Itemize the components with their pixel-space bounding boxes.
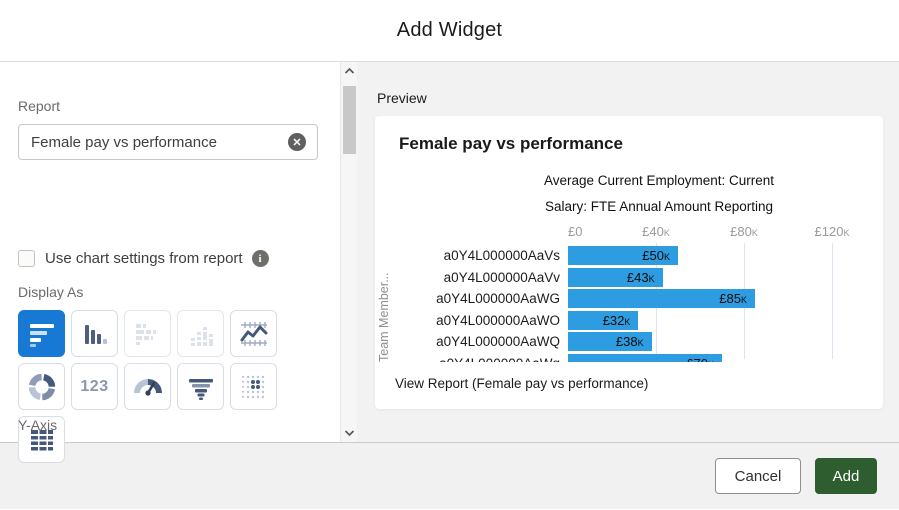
x-axis-tick-label: £80k xyxy=(730,224,758,239)
chart-type-funnel[interactable] xyxy=(177,363,224,410)
category-label: a0Y4L000000AaVs xyxy=(443,248,560,263)
chart-type-table[interactable] xyxy=(18,416,65,463)
funnel-icon xyxy=(188,378,213,400)
chart-type-scatter[interactable] xyxy=(230,363,277,410)
dialog-header: Add Widget xyxy=(0,0,899,62)
use-chart-settings-label: Use chart settings from report xyxy=(45,250,243,267)
left-pane-scrollbar[interactable] xyxy=(340,62,357,442)
category-label: a0Y4L000000AaVv xyxy=(443,269,560,285)
x-axis-tick-label: £40k xyxy=(642,224,670,239)
horizontal-bar-icon xyxy=(29,323,54,347)
chart-subtitle-line-1: Average Current Employment: Current xyxy=(543,173,775,188)
preview-label: Preview xyxy=(377,90,427,106)
x-axis-tick-label: £120k xyxy=(814,224,850,239)
chart-type-stacked-vertical-bar[interactable] xyxy=(177,310,224,357)
bar-value-label: £32k xyxy=(602,312,631,328)
chart-type-line[interactable] xyxy=(230,310,277,357)
bar: £43k xyxy=(568,267,663,287)
scatter-plot-icon xyxy=(241,375,264,398)
bar-value-label: £50k xyxy=(642,248,670,263)
stacked-vertical-bar-icon xyxy=(190,326,213,346)
category-label: a0Y4L000000AaWQ xyxy=(436,334,560,349)
category-label: a0Y4L000000AaWO xyxy=(436,312,560,328)
bar: £85k xyxy=(568,289,755,308)
x-axis-tick-label: £0 xyxy=(568,224,583,239)
stacked-horizontal-bar-icon xyxy=(135,323,156,345)
scroll-up-icon[interactable] xyxy=(344,67,355,75)
chart-subtitle-line-2: Salary: FTE Annual Amount Reporting xyxy=(544,199,774,214)
x-axis-ticks: £0 £40k £80k £120k xyxy=(415,224,877,240)
report-label: Report xyxy=(18,98,61,114)
category-label: a0Y4L000000AaWg xyxy=(415,354,560,363)
chart-title: Female pay vs performance xyxy=(399,134,623,153)
chart-type-gauge[interactable] xyxy=(124,363,171,410)
chart-type-stacked-horizontal-bar[interactable] xyxy=(124,310,171,357)
y-axis-title: Team Member... xyxy=(377,272,391,362)
cancel-button[interactable]: Cancel xyxy=(715,458,801,494)
dialog-title: Add Widget xyxy=(396,19,503,41)
chart-type-vertical-bar[interactable] xyxy=(71,310,118,357)
preview-card: Female pay vs performance Average Curren… xyxy=(375,116,883,409)
y-axis-section-label: Y-Axis xyxy=(18,417,58,433)
chart-type-donut[interactable] xyxy=(18,363,65,410)
report-input[interactable] xyxy=(18,124,318,160)
chart-type-metric[interactable]: 123 xyxy=(71,363,118,410)
info-icon[interactable]: i xyxy=(251,250,269,267)
gauge-icon xyxy=(133,378,162,396)
use-chart-settings-checkbox[interactable] xyxy=(18,250,35,267)
vertical-bar-icon xyxy=(84,324,107,344)
settings-pane: Report ✕ Use chart settings from report … xyxy=(0,62,340,463)
donut-chart-icon xyxy=(28,373,55,400)
bar-value-label: £70k xyxy=(686,356,722,363)
view-report-link[interactable]: View Report (Female pay vs performance) xyxy=(395,376,649,391)
bar: £32k xyxy=(568,310,639,330)
display-as-label: Display As xyxy=(18,284,84,300)
display-as-grid: 123 xyxy=(18,310,298,463)
scroll-down-icon[interactable] xyxy=(344,429,355,437)
gridline xyxy=(832,243,833,359)
add-button[interactable]: Add xyxy=(815,458,877,494)
metric-123-icon: 123 xyxy=(80,377,109,395)
bar: £38k xyxy=(568,332,652,351)
table-icon xyxy=(30,429,53,450)
bar-value-label: £85k xyxy=(719,291,747,306)
bar: £70k xyxy=(568,353,722,363)
plot-area: a0Y4L000000AaVs £50k a0Y4L000000AaVv £43k a0… xyxy=(415,243,877,362)
bar: £50k xyxy=(568,246,678,265)
dialog-footer: Cancel Add xyxy=(0,442,899,509)
bar-value-label: £38k xyxy=(615,334,644,349)
line-chart-icon xyxy=(240,321,267,346)
category-label: a0Y4L000000AaWG xyxy=(436,291,560,306)
clear-input-icon[interactable]: ✕ xyxy=(288,133,306,151)
chart-type-horizontal-bar[interactable] xyxy=(18,310,65,357)
scrollbar-thumb[interactable] xyxy=(343,86,356,154)
bar-value-label: £43k xyxy=(626,269,655,285)
preview-pane: Preview Female pay vs performance Averag… xyxy=(357,62,899,442)
